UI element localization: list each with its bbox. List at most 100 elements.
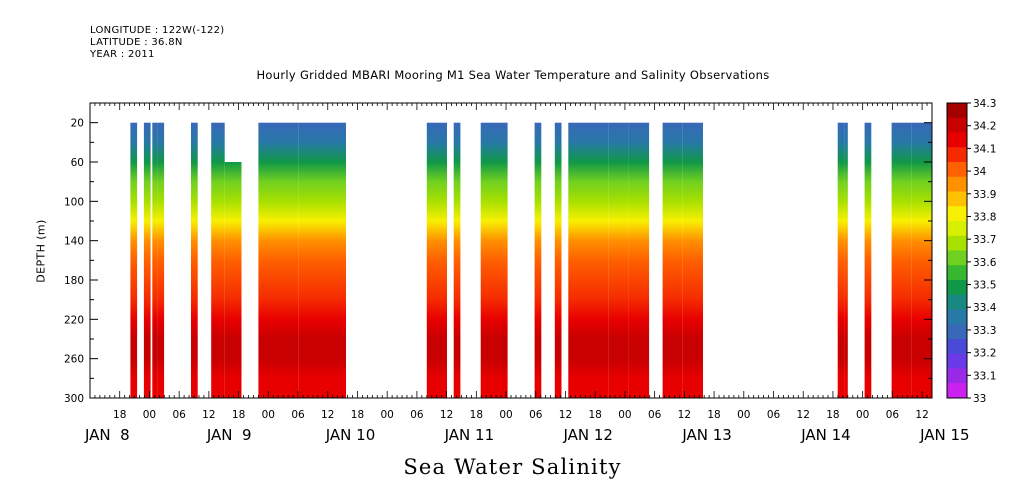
colorbar-swatch — [947, 206, 967, 222]
colorbar-label: 34.1 — [973, 143, 996, 155]
x-day-label: JAN 9 — [206, 426, 252, 444]
x-hour-label: 06 — [648, 409, 662, 421]
colorbar-swatch — [947, 294, 967, 310]
colorbar-label: 33.5 — [973, 280, 996, 292]
x-day-label: JAN 15 — [919, 426, 970, 444]
x-hour-label: 18 — [113, 409, 126, 421]
x-hour-label: 00 — [737, 409, 750, 421]
x-hour-label: 00 — [380, 409, 393, 421]
colorbar-swatch — [947, 221, 967, 237]
data-segment — [534, 122, 542, 398]
colorbar-swatch — [947, 147, 967, 163]
data-segment — [891, 122, 912, 398]
colorbar-swatch — [947, 368, 967, 384]
y-tick-label: 140 — [64, 236, 84, 248]
colorbar-label: 33.4 — [973, 302, 997, 314]
data-segment — [480, 122, 508, 398]
colorbar-swatch — [947, 250, 967, 266]
x-hour-label: 06 — [886, 409, 900, 421]
x-hour-label: 06 — [291, 409, 305, 421]
y-tick-label: 20 — [71, 118, 84, 130]
colorbar-swatch — [947, 339, 967, 355]
colorbar-label: 34.2 — [973, 121, 996, 133]
x-day-label: JAN 10 — [325, 426, 376, 444]
data-segment — [554, 122, 562, 398]
colorbar-swatch — [947, 280, 967, 296]
data-segment — [258, 122, 299, 398]
data-segment — [453, 122, 461, 398]
x-day-label: JAN 14 — [800, 426, 851, 444]
colorbar-label: 33.6 — [973, 257, 997, 269]
data-segment — [837, 122, 845, 398]
data-segment — [143, 122, 151, 398]
x-hour-label: 00 — [499, 409, 512, 421]
x-hour-label: 12 — [797, 409, 810, 421]
x-day-label: JAN 11 — [444, 426, 495, 444]
data-segment — [682, 122, 703, 398]
colorbar-label: 34 — [973, 166, 987, 178]
colorbar-label: 34.3 — [973, 98, 996, 110]
x-hour-label: 18 — [589, 409, 602, 421]
data-segment — [864, 122, 872, 398]
x-hour-label: 18 — [707, 409, 720, 421]
colorbar-label: 33.3 — [973, 325, 996, 337]
x-hour-label: 00 — [618, 409, 631, 421]
data-segment — [662, 122, 683, 398]
colorbar-swatch — [947, 162, 967, 178]
data-segment — [211, 122, 225, 398]
x-day-label: JAN 12 — [562, 426, 613, 444]
x-hour-label: 18 — [826, 409, 839, 421]
colorbar-swatch — [947, 176, 967, 192]
data-segment — [130, 122, 138, 398]
colorbar-label: 33.9 — [973, 189, 996, 201]
colorbar-swatch — [947, 132, 967, 148]
x-hour-label: 06 — [767, 409, 781, 421]
x-day-label: JAN 13 — [681, 426, 732, 444]
x-hour-label: 18 — [232, 409, 245, 421]
colorbar-swatch — [947, 353, 967, 369]
x-hour-label: 12 — [440, 409, 453, 421]
data-segment — [426, 122, 447, 398]
x-hour-label: 12 — [321, 409, 334, 421]
data-segment — [152, 122, 158, 398]
data-segment — [911, 122, 932, 398]
x-hour-label: 06 — [172, 409, 186, 421]
latitude-label: LATITUDE : 36.8N — [90, 37, 183, 48]
colorbar: 34.3 34.2 34.1 34 33.9 33.8 33.7 33.6 33.5 33.4 33… — [946, 98, 997, 405]
data-segment — [568, 122, 609, 398]
data-segment — [224, 162, 242, 398]
x-hour-label: 12 — [559, 409, 572, 421]
colorbar-swatch — [947, 324, 967, 340]
colorbar-swatch — [947, 309, 967, 325]
chart-title: Hourly Gridded MBARI Mooring M1 Sea Wate… — [256, 68, 770, 82]
y-tick-label: 100 — [64, 196, 84, 208]
colorbar-swatch — [947, 191, 967, 207]
data-segment — [298, 122, 346, 398]
x-hour-label: 00 — [856, 409, 869, 421]
colorbar-label: 33.2 — [973, 348, 996, 360]
y-tick-label: 180 — [64, 275, 84, 287]
colorbar-label: 33 — [973, 393, 986, 405]
x-hour-label: 12 — [678, 409, 691, 421]
x-hour-label: 00 — [262, 409, 275, 421]
colorbar-swatch — [947, 265, 967, 281]
colorbar-label: 33.8 — [973, 211, 996, 223]
data-segment — [628, 122, 650, 398]
x-hour-label: 00 — [143, 409, 156, 421]
colorbar-swatch — [947, 235, 967, 251]
data-segment — [844, 122, 848, 398]
x-axis-label: Sea Water Salinity — [403, 455, 622, 479]
data-segment — [157, 122, 165, 398]
colorbar-swatch — [947, 103, 967, 119]
x-hour-label: 18 — [351, 409, 364, 421]
colorbar-swatch — [947, 117, 967, 133]
year-label: YEAR : 2011 — [90, 49, 155, 60]
data-segment — [608, 122, 629, 398]
y-tick-label: 260 — [64, 354, 84, 366]
data-segment — [191, 122, 198, 398]
data-segments — [130, 122, 932, 398]
longitude-label: LONGITUDE : 122W(-122) — [90, 25, 225, 36]
y-tick-label: 300 — [64, 393, 84, 405]
x-hour-label: 12 — [202, 409, 215, 421]
